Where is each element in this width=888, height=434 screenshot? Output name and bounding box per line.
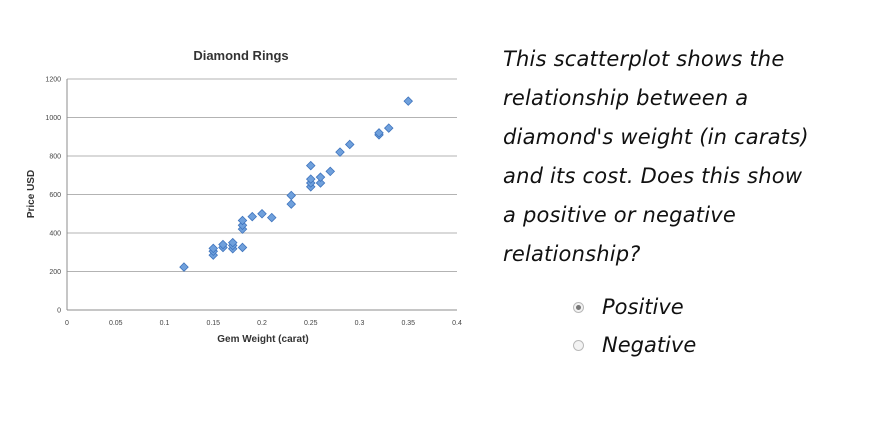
question-line: a positive or negative xyxy=(503,203,736,227)
x-axis-label: Gem Weight (carat) xyxy=(217,334,309,345)
data-point xyxy=(383,123,394,133)
scatter-chart: Diamond Rings 0 200 400 600 800 1000 1200 0 0.0… xyxy=(26,48,462,345)
grid-lines xyxy=(67,78,457,272)
y-tick-label: 1000 xyxy=(45,115,61,122)
data-point xyxy=(335,147,345,157)
data-point xyxy=(266,212,277,223)
x-tick-label: 0.4 xyxy=(452,320,462,327)
x-tick-label: 0.15 xyxy=(206,320,220,327)
chart-title: Diamond Rings xyxy=(193,48,288,63)
radio-negative[interactable] xyxy=(573,339,584,351)
y-tick-label: 800 xyxy=(49,154,61,161)
x-tick-label: 0.25 xyxy=(304,320,318,327)
data-point xyxy=(257,208,267,219)
data-point xyxy=(305,174,316,184)
question-line: relationship? xyxy=(503,242,641,266)
option-positive[interactable]: Positive xyxy=(573,288,696,326)
option-negative[interactable]: Negative xyxy=(573,326,696,364)
y-axis-label: Price USD xyxy=(26,170,37,218)
data-point xyxy=(344,139,355,150)
radio-positive[interactable] xyxy=(573,301,584,313)
x-tick-label: 0.3 xyxy=(355,320,365,327)
x-tick-label: 0.05 xyxy=(109,320,123,327)
x-tick-label: 0.35 xyxy=(401,320,415,327)
data-point xyxy=(208,243,219,254)
data-points xyxy=(179,96,414,272)
x-tick-labels: 0 0.05 0.1 0.15 0.2 0.25 0.3 0.35 0.4 xyxy=(65,320,462,327)
y-tick-label: 200 xyxy=(49,269,61,276)
y-tick-label: 400 xyxy=(49,231,61,238)
data-point xyxy=(237,242,248,253)
data-point xyxy=(403,96,414,106)
option-negative-label: Negative xyxy=(602,333,697,357)
data-point xyxy=(179,262,189,272)
question-line: This scatterplot shows the xyxy=(503,47,785,71)
answer-options: Positive Negative xyxy=(573,288,696,364)
data-point xyxy=(247,211,258,222)
question-text: This scatterplot shows the relationship … xyxy=(503,40,873,274)
question-line: relationship between a xyxy=(503,86,749,110)
question-line: diamond's weight (in carats) xyxy=(503,125,809,149)
y-tick-label: 600 xyxy=(49,192,61,199)
data-point xyxy=(286,190,297,201)
data-point xyxy=(325,166,336,177)
x-tick-label: 0.1 xyxy=(160,320,170,327)
data-point xyxy=(237,220,248,231)
data-point xyxy=(305,160,316,171)
x-tick-label: 0.2 xyxy=(257,320,267,327)
data-point xyxy=(286,199,297,209)
y-tick-label: 0 xyxy=(57,308,61,315)
y-tick-label: 1200 xyxy=(45,77,61,84)
y-tick-labels: 0 200 400 600 800 1000 1200 xyxy=(45,77,61,315)
data-point xyxy=(237,215,248,226)
data-point xyxy=(227,237,238,248)
data-point xyxy=(315,172,326,182)
x-tick-label: 0 xyxy=(65,320,69,327)
option-positive-label: Positive xyxy=(602,295,684,319)
question-line: and its cost. Does this show xyxy=(503,164,803,188)
data-point xyxy=(374,128,384,138)
data-point xyxy=(218,239,228,250)
data-point xyxy=(315,178,326,188)
